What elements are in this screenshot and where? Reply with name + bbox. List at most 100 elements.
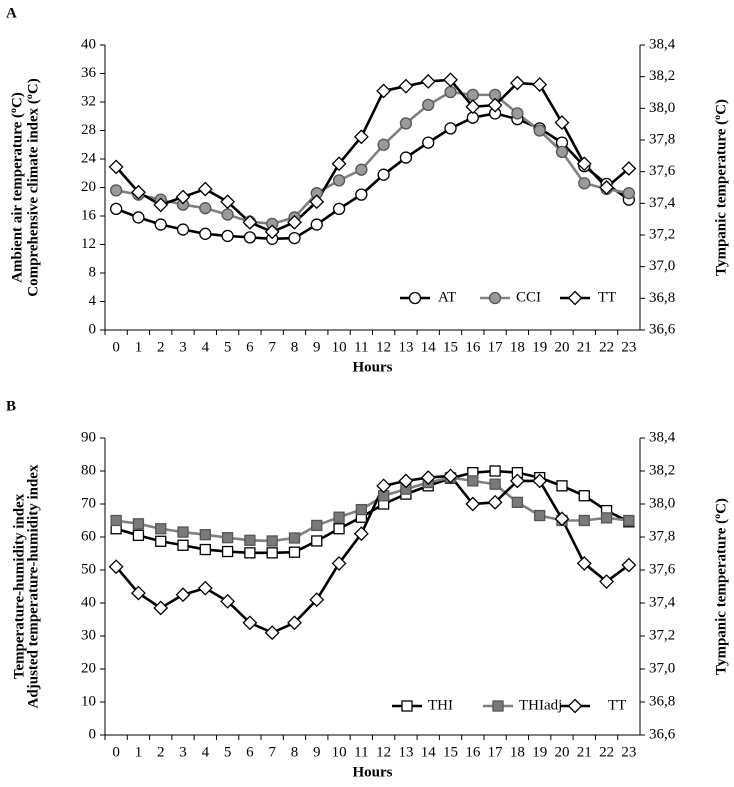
- data-point: [599, 180, 614, 195]
- data-point: [511, 107, 524, 120]
- data-point: [420, 470, 436, 486]
- data-point: [311, 535, 323, 547]
- data-point: [266, 535, 278, 547]
- x-tick-label: 2: [157, 744, 165, 760]
- data-point: [353, 526, 369, 542]
- data-point: [242, 615, 258, 631]
- y2-tick-label: 36,8: [649, 693, 675, 709]
- data-point: [108, 159, 124, 175]
- x-tick-label: 1: [135, 744, 143, 760]
- x-tick-label: 21: [577, 339, 592, 355]
- data-point: [333, 511, 345, 523]
- data-point: [221, 229, 234, 243]
- x-tick-label: 20: [554, 339, 569, 355]
- x-tick-label: 13: [398, 744, 413, 760]
- data-point: [155, 535, 167, 547]
- x-tick-label: 15: [443, 339, 458, 355]
- x-tick-label: 18: [510, 744, 525, 760]
- x-tick-label: 12: [376, 339, 391, 355]
- data-point: [131, 184, 146, 200]
- x-tick-label: 20: [554, 744, 569, 760]
- y2-tick-label: 38,4: [649, 429, 676, 445]
- y-axis-title: Ambient air temperature (ºC): [9, 92, 25, 283]
- y-axis-title: Adjusted temperature-humidity index: [25, 464, 41, 708]
- x-tick-label: 8: [291, 339, 299, 355]
- x-tick-label: 23: [621, 339, 636, 355]
- legend-label: TT: [608, 697, 626, 713]
- data-point: [576, 555, 592, 571]
- x-tick-label: 3: [179, 339, 187, 355]
- data-point: [509, 473, 525, 489]
- data-point: [487, 494, 503, 510]
- y-axis-title: Temperature-humidity index: [11, 493, 27, 679]
- data-point: [511, 496, 524, 509]
- data-point: [556, 480, 568, 492]
- x-tick-label: 5: [224, 744, 232, 760]
- data-point: [197, 580, 213, 596]
- data-point: [331, 156, 347, 172]
- data-point: [465, 99, 481, 115]
- y-tick-label: 10: [81, 693, 96, 709]
- x-tick-label: 9: [313, 339, 321, 355]
- data-point: [221, 208, 234, 221]
- data-point: [243, 231, 257, 244]
- x-tick-label: 18: [510, 339, 525, 355]
- legend-marker: [567, 290, 583, 306]
- y2-axis-title: Tympanic temperature (ºC): [713, 99, 729, 276]
- x-tick-label: 2: [157, 339, 165, 355]
- data-point: [153, 197, 169, 213]
- legend-label: CCI: [516, 289, 541, 305]
- y2-tick-label: 38,2: [649, 462, 675, 478]
- data-point: [220, 593, 236, 609]
- y-tick-label: 80: [81, 462, 96, 478]
- data-point: [131, 585, 146, 601]
- data-point: [376, 478, 392, 494]
- data-point: [377, 168, 390, 181]
- x-tick-label: 13: [398, 339, 413, 355]
- legend-marker: [567, 698, 583, 714]
- y2-tick-label: 37,4: [649, 594, 676, 610]
- data-point: [489, 478, 501, 490]
- data-point: [309, 194, 325, 210]
- data-point: [288, 231, 301, 245]
- y2-tick-label: 37,2: [649, 226, 675, 242]
- series-line: [115, 112, 630, 241]
- y-tick-label: 16: [81, 207, 97, 223]
- data-point: [331, 555, 347, 571]
- data-point: [509, 75, 525, 91]
- y2-tick-label: 38,4: [649, 36, 676, 52]
- y2-tick-label: 36,6: [649, 321, 676, 337]
- data-point: [264, 625, 280, 641]
- x-tick-label: 16: [465, 744, 481, 760]
- x-tick-label: 22: [599, 339, 614, 355]
- data-point: [220, 194, 236, 210]
- x-tick-label: 16: [465, 339, 481, 355]
- legend-marker: [488, 291, 502, 305]
- y2-tick-label: 38,2: [649, 68, 675, 84]
- data-point: [554, 511, 570, 527]
- panel-label: A: [6, 5, 17, 21]
- x-tick-label: 17: [488, 339, 504, 355]
- legend-label: THIadj: [519, 697, 562, 713]
- data-point: [355, 163, 368, 176]
- x-tick-label: 10: [332, 339, 347, 355]
- x-tick-label: 9: [313, 744, 321, 760]
- data-point: [422, 136, 435, 149]
- data-point: [399, 117, 413, 130]
- data-point: [177, 539, 189, 551]
- y-tick-label: 20: [81, 660, 96, 676]
- data-point: [623, 514, 635, 527]
- data-point: [197, 181, 213, 197]
- y-tick-label: 8: [89, 264, 97, 280]
- data-point: [176, 223, 190, 236]
- data-point: [555, 145, 569, 159]
- data-point: [355, 188, 368, 201]
- y-tick-label: 32: [81, 93, 96, 109]
- x-tick-label: 0: [112, 339, 120, 355]
- data-point: [466, 88, 479, 102]
- y2-axis-title: Tympanic temperature (ºC): [713, 498, 729, 675]
- data-point: [333, 523, 345, 535]
- data-point: [467, 475, 479, 487]
- x-tick-label: 1: [135, 339, 143, 355]
